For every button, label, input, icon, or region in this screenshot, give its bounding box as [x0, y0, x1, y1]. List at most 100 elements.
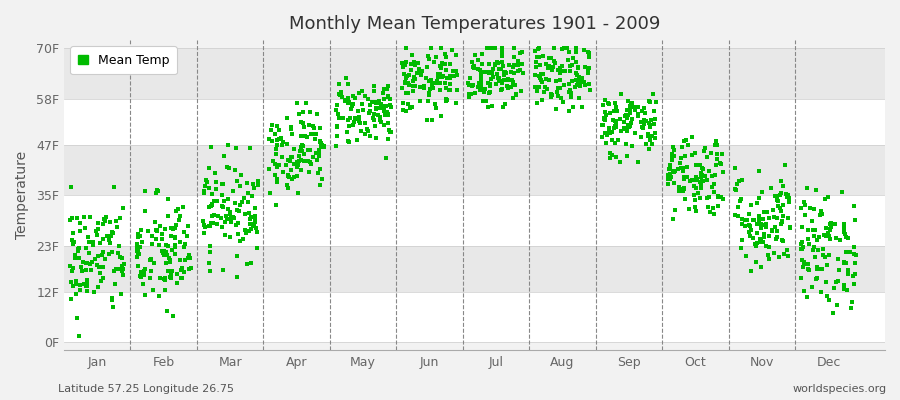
Point: [161, 196, 176, 202]
Point: [665, 156, 680, 163]
Point: [807, 206, 822, 212]
Point: [715, 151, 729, 157]
Point: [425, 116, 439, 123]
Point: [245, 192, 259, 199]
Point: [163, 257, 177, 263]
Point: [839, 248, 853, 255]
Point: [672, 188, 687, 194]
Point: [177, 229, 192, 235]
Point: [358, 120, 373, 126]
Point: [396, 107, 410, 113]
Point: [208, 170, 222, 176]
Point: [330, 101, 345, 108]
Point: [221, 206, 236, 212]
Point: [72, 333, 86, 339]
Point: [430, 78, 445, 84]
Point: [348, 95, 363, 101]
Point: [330, 123, 345, 129]
Point: [758, 221, 772, 228]
Point: [710, 142, 724, 148]
Point: [620, 112, 634, 118]
Point: [292, 190, 306, 196]
Point: [542, 55, 556, 61]
Point: [841, 270, 855, 277]
Point: [601, 128, 616, 134]
Point: [220, 164, 234, 170]
Point: [680, 174, 694, 180]
Point: [677, 176, 691, 182]
Point: [774, 178, 788, 184]
Point: [551, 93, 565, 100]
Point: [240, 199, 255, 206]
Point: [171, 206, 185, 212]
Point: [238, 195, 252, 201]
Point: [819, 233, 833, 239]
Point: [783, 225, 797, 232]
Point: [699, 177, 714, 183]
Point: [704, 150, 718, 156]
Point: [747, 217, 761, 223]
Point: [642, 98, 656, 104]
Point: [743, 268, 758, 274]
Point: [398, 79, 412, 86]
Point: [105, 229, 120, 236]
Point: [819, 225, 833, 232]
Point: [148, 227, 163, 233]
Point: [239, 261, 254, 267]
Point: [250, 229, 265, 236]
Point: [818, 196, 832, 202]
Point: [623, 106, 637, 112]
Point: [560, 45, 574, 52]
Point: [219, 212, 233, 219]
Point: [533, 62, 547, 68]
Point: [347, 119, 362, 126]
Point: [742, 211, 757, 218]
Point: [495, 80, 509, 86]
Point: [800, 260, 814, 267]
Point: [750, 239, 764, 246]
Point: [275, 139, 290, 146]
Point: [238, 211, 253, 217]
Point: [553, 70, 567, 76]
Point: [837, 259, 851, 265]
Point: [270, 123, 284, 129]
Point: [832, 256, 846, 262]
Point: [86, 239, 100, 246]
Point: [677, 185, 691, 191]
Point: [310, 170, 325, 176]
Point: [166, 313, 180, 320]
Point: [238, 227, 252, 233]
Point: [133, 232, 148, 239]
Point: [668, 206, 682, 213]
Point: [771, 198, 786, 204]
Point: [413, 98, 428, 104]
Point: [800, 266, 814, 272]
Point: [398, 80, 412, 86]
Point: [616, 125, 631, 132]
Point: [807, 244, 822, 250]
Point: [489, 81, 503, 87]
Point: [463, 75, 477, 81]
Point: [203, 203, 218, 209]
Point: [802, 266, 816, 273]
Point: [679, 137, 693, 144]
Point: [571, 65, 585, 71]
Point: [248, 212, 263, 219]
Point: [80, 234, 94, 240]
Point: [418, 74, 433, 81]
Point: [761, 256, 776, 262]
Point: [773, 221, 788, 227]
Point: [406, 83, 420, 89]
Point: [283, 158, 297, 164]
Point: [108, 280, 122, 287]
Point: [742, 222, 756, 228]
Point: [677, 138, 691, 144]
Point: [397, 71, 411, 77]
Point: [836, 260, 850, 266]
Point: [772, 254, 787, 260]
Point: [131, 251, 146, 258]
Point: [294, 148, 309, 154]
Point: [76, 214, 91, 220]
Point: [80, 260, 94, 266]
Point: [613, 116, 627, 122]
